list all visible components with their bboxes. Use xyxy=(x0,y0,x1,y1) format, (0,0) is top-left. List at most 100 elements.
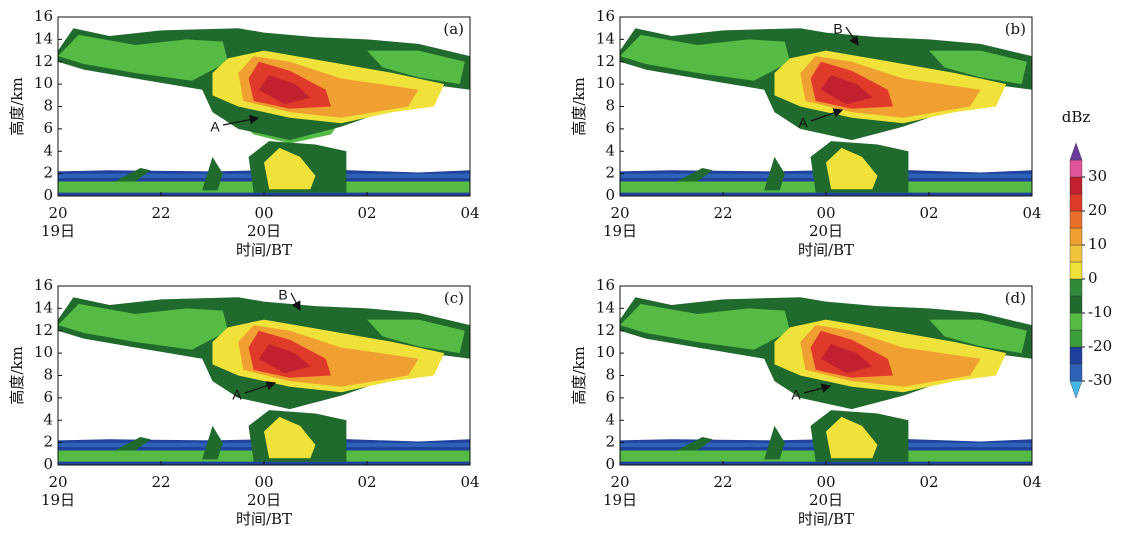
echo-region xyxy=(826,416,878,459)
x-date-label: 19日 xyxy=(603,222,637,240)
colorbar-segment xyxy=(1069,346,1083,365)
x-tick-label: 00 xyxy=(254,473,273,491)
colorbar-segment xyxy=(1069,244,1083,263)
y-tick-label: 6 xyxy=(43,388,53,406)
y-tick-label: 0 xyxy=(43,455,53,473)
x-tick-label: 20 xyxy=(48,473,67,491)
echo-region xyxy=(620,34,790,81)
x-tick-label: 00 xyxy=(816,473,835,491)
x-date-label: 20日 xyxy=(809,222,843,240)
x-date-label: 20日 xyxy=(809,491,843,509)
panel-label: (c) xyxy=(444,289,464,307)
annotation-arrow xyxy=(845,26,859,46)
y-axis-title: 高度/km xyxy=(570,346,588,404)
colorbar-segment xyxy=(1069,261,1083,280)
colorbar-tick-label: -20 xyxy=(1088,337,1112,355)
x-axis-title: 时间/BT xyxy=(798,241,854,259)
x-date-label: 19日 xyxy=(41,222,75,240)
colorbar-tick-label: 30 xyxy=(1088,167,1107,185)
echo-region xyxy=(929,50,1027,85)
x-tick-label: 22 xyxy=(713,204,732,222)
x-tick-label: 04 xyxy=(1022,473,1041,491)
echo-region xyxy=(202,425,223,460)
echo-region xyxy=(264,147,316,190)
colorbar-tick-label: -10 xyxy=(1088,303,1112,321)
echo-region xyxy=(929,319,1027,354)
y-tick-label: 2 xyxy=(43,433,53,451)
panel-label: (b) xyxy=(1005,20,1026,38)
colorbar-tick-label: 20 xyxy=(1088,201,1107,219)
y-tick-label: 8 xyxy=(605,97,615,115)
y-tick-label: 14 xyxy=(596,298,615,316)
echo-region xyxy=(826,147,878,190)
y-tick-label: 12 xyxy=(34,321,53,339)
echo-region xyxy=(202,156,223,191)
x-axis-title: 时间/BT xyxy=(236,241,292,259)
y-tick-label: 4 xyxy=(605,141,615,159)
x-tick-label: 20 xyxy=(610,473,629,491)
annotation-arrow xyxy=(244,381,277,394)
x-tick-label: 22 xyxy=(151,204,170,222)
y-tick-label: 12 xyxy=(596,52,615,70)
colorbar-tick-label: 10 xyxy=(1088,235,1107,253)
x-tick-label: 04 xyxy=(460,204,479,222)
annotation: B xyxy=(278,287,287,303)
echo-region xyxy=(58,303,228,350)
x-tick-label: 00 xyxy=(816,204,835,222)
colorbar-segment xyxy=(1069,176,1083,195)
colorbar-tick-label: -30 xyxy=(1088,371,1112,389)
colorbar-segment xyxy=(1069,329,1083,348)
echo-region xyxy=(676,168,713,182)
y-tick-label: 12 xyxy=(34,52,53,70)
annotation: A xyxy=(232,387,242,403)
y-tick-label: 4 xyxy=(43,141,53,159)
colorbar-segment xyxy=(1069,363,1083,382)
x-date-label: 20日 xyxy=(247,222,281,240)
echo-region xyxy=(367,50,465,85)
annotation: A xyxy=(791,387,801,403)
y-tick-label: 6 xyxy=(43,119,53,137)
y-tick-label: 2 xyxy=(605,433,615,451)
x-tick-label: 22 xyxy=(713,473,732,491)
x-tick-label: 04 xyxy=(1022,204,1041,222)
panel-label: (d) xyxy=(1005,289,1026,307)
echo-region xyxy=(820,344,873,374)
x-tick-label: 02 xyxy=(919,473,938,491)
y-tick-label: 4 xyxy=(43,410,53,428)
colorbar-segment xyxy=(1069,193,1083,212)
echo-region xyxy=(264,416,316,459)
y-tick-label: 16 xyxy=(34,276,53,294)
x-date-label: 19日 xyxy=(41,491,75,509)
annotation: A xyxy=(798,115,808,131)
x-tick-label: 22 xyxy=(151,473,170,491)
y-tick-label: 12 xyxy=(596,321,615,339)
y-tick-label: 16 xyxy=(596,276,615,294)
x-tick-label: 04 xyxy=(460,473,479,491)
y-tick-label: 0 xyxy=(43,186,53,204)
y-tick-label: 14 xyxy=(34,29,53,47)
x-tick-label: 02 xyxy=(919,204,938,222)
y-tick-label: 8 xyxy=(43,366,53,384)
x-tick-label: 02 xyxy=(357,473,376,491)
y-axis-title: 高度/km xyxy=(8,346,26,404)
echo-region xyxy=(764,156,785,191)
x-tick-label: 20 xyxy=(610,204,629,222)
x-tick-label: 00 xyxy=(254,204,273,222)
echo-region xyxy=(258,344,311,374)
colorbar-title: dBz xyxy=(1062,108,1091,126)
y-tick-label: 10 xyxy=(34,74,53,92)
annotation-arrow xyxy=(290,292,301,312)
x-axis-title: 时间/BT xyxy=(236,510,292,528)
y-tick-label: 6 xyxy=(605,388,615,406)
y-axis-title: 高度/km xyxy=(8,77,26,135)
y-tick-label: 14 xyxy=(34,298,53,316)
echo-region xyxy=(676,437,713,451)
annotation: B xyxy=(833,21,842,37)
y-tick-label: 0 xyxy=(605,455,615,473)
panel-label: (a) xyxy=(443,20,464,38)
x-tick-label: 20 xyxy=(48,204,67,222)
y-tick-label: 0 xyxy=(605,186,615,204)
x-date-label: 20日 xyxy=(247,491,281,509)
colorbar-segment xyxy=(1069,227,1083,246)
